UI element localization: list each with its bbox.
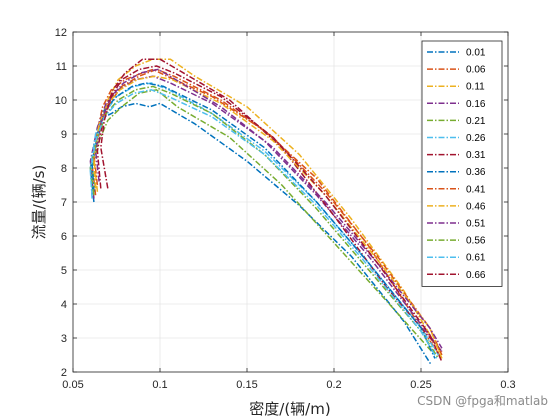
legend-box	[421, 40, 503, 287]
series-line-5	[89, 82, 440, 356]
y-tick-label: 10	[55, 95, 67, 107]
series-line-10	[94, 68, 443, 349]
legend-label: 0.46	[466, 201, 486, 212]
series-line-12	[89, 89, 438, 359]
legend-label: 0.11	[466, 82, 485, 93]
legend-label: 0.21	[466, 116, 486, 127]
x-tick-label: 0.3	[500, 379, 515, 391]
y-tick-label: 8	[61, 163, 67, 175]
x-tick-label: 0.2	[326, 379, 341, 391]
legend-label: 0.51	[466, 219, 486, 230]
legend-label: 0.01	[466, 48, 486, 59]
legend: 0.01 0.06 0.11 0.16 0.21 0.26 0.31 0.36 0.41 0.46…	[421, 40, 503, 287]
x-tick-label: 0.15	[236, 379, 257, 391]
legend-label: 0.06	[466, 65, 486, 76]
x-axis-label: 密度/(辆/m)	[249, 400, 330, 418]
axis-ticks: 0.05 0.1 0.15 0.2 0.25 0.3 2 3 4 5 6 7 8 9 10 11 12	[55, 27, 516, 391]
y-tick-label: 9	[61, 129, 67, 141]
y-tick-label: 2	[61, 367, 67, 379]
series-line-2	[93, 58, 443, 356]
series-line-9	[93, 75, 443, 359]
x-tick-label: 0.1	[152, 379, 167, 391]
legend-label: 0.36	[466, 167, 486, 178]
series-lines	[89, 58, 443, 366]
legend-label: 0.61	[466, 253, 486, 264]
y-tick-label: 6	[61, 231, 67, 243]
legend-label: 0.31	[466, 150, 486, 161]
legend-label: 0.26	[466, 133, 486, 144]
legend-label: 0.41	[466, 184, 486, 195]
y-tick-label: 11	[56, 61, 67, 73]
y-tick-label: 3	[61, 333, 67, 345]
y-tick-label: 4	[61, 299, 67, 311]
y-tick-label: 5	[61, 265, 67, 277]
legend-label: 0.16	[466, 99, 486, 110]
series-line-3	[89, 75, 443, 353]
x-tick-label: 0.05	[62, 379, 83, 391]
y-tick-label: 7	[61, 197, 67, 209]
y-tick-label: 12	[55, 27, 67, 39]
x-tick-label: 0.25	[410, 379, 431, 391]
watermark: CSDN @fpga和matlab	[417, 394, 548, 408]
series-line-0	[89, 102, 433, 366]
y-axis-label: 流量/(辆/s)	[30, 165, 48, 240]
series-line-13	[100, 65, 443, 363]
legend-label: 0.56	[466, 236, 486, 247]
series-line-6	[96, 58, 443, 353]
legend-label: 0.66	[466, 270, 486, 281]
